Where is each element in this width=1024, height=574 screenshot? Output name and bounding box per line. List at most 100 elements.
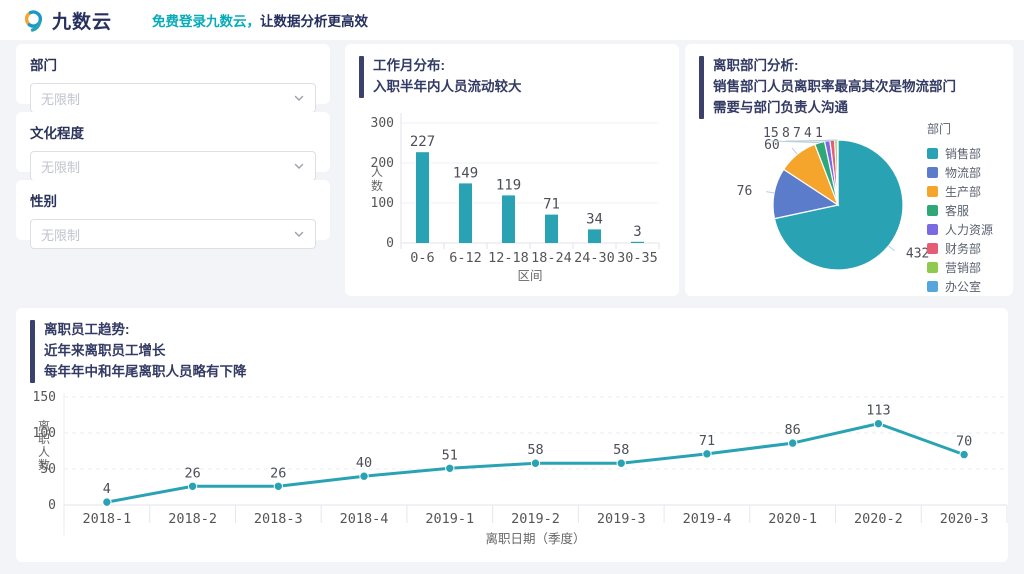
data-point[interactable]	[187, 481, 198, 491]
data-point[interactable]	[787, 438, 798, 448]
legend-swatch	[927, 243, 938, 254]
bar[interactable]	[631, 241, 644, 243]
point-value-label: 26	[270, 465, 286, 481]
pie-label-line	[766, 191, 775, 194]
pie-value-label: 7	[793, 126, 801, 141]
gender-select[interactable]: 无限制	[30, 219, 316, 249]
svg-text:50: 50	[40, 462, 56, 477]
bar-value-label: 149	[453, 165, 478, 181]
x-tick-label: 2019-2	[511, 511, 560, 527]
line-chart-canvas[interactable]: 0 50 100 150 离职人数 2018-1 2018-2 2018-3 2018-4 201…	[30, 378, 1008, 555]
bar[interactable]	[416, 152, 429, 243]
pie-chart-title-line3: 需要与部门负责人沟通	[713, 99, 848, 115]
bar-value-label: 3	[633, 224, 641, 240]
x-tick-label: 2019-3	[597, 511, 646, 527]
data-point[interactable]	[873, 418, 884, 429]
legend-item[interactable]: 财务部	[927, 239, 993, 258]
legend-item[interactable]: 营销部	[927, 258, 993, 277]
legend-swatch	[927, 281, 938, 292]
bar-value-label: 71	[543, 197, 560, 213]
data-point[interactable]	[273, 481, 284, 491]
bar[interactable]	[459, 183, 472, 243]
data-point[interactable]	[959, 449, 969, 460]
line-chart-title-line1: 离职员工趋势:	[44, 322, 130, 337]
pie-legend: 部门 销售部物流部生产部客服人力资源财务部营销部办公室	[927, 120, 993, 296]
education-select[interactable]: 无限制	[30, 151, 316, 181]
title-accent-bar	[699, 56, 704, 119]
legend-item[interactable]: 人力资源	[927, 220, 993, 239]
svg-text:150: 150	[33, 390, 56, 405]
legend-label: 客服	[945, 204, 970, 218]
data-point[interactable]	[359, 471, 369, 481]
legend-label: 营销部	[945, 261, 982, 275]
pie-chart-title-line1: 离职部门分析:	[713, 58, 799, 73]
point-value-label: 51	[442, 447, 458, 463]
filter-card-education: 文化程度 无限制	[16, 112, 330, 181]
title-accent-bar	[30, 320, 35, 383]
line-chart-title: 离职员工趋势: 近年来离职员工增长 每年年中和年尾离职人员略有下降	[16, 308, 1008, 383]
svg-text:300: 300	[371, 116, 394, 131]
data-point[interactable]	[702, 449, 712, 459]
data-point[interactable]	[530, 458, 541, 468]
svg-text:100: 100	[371, 196, 394, 211]
x-tick-label: 2018-4	[340, 511, 389, 527]
chevron-down-icon	[293, 160, 305, 172]
x-tick-label: 2020-2	[854, 511, 903, 527]
x-tick-label: 2018-1	[82, 511, 131, 527]
pie-value-label: 60	[764, 138, 780, 153]
legend-label: 物流部	[945, 166, 982, 180]
department-select[interactable]: 无限制	[30, 83, 316, 113]
line-chart-card: 离职员工趋势: 近年来离职员工增长 每年年中和年尾离职人员略有下降 0 50 100…	[16, 308, 1008, 562]
bar[interactable]	[502, 195, 515, 243]
filter-card-department: 部门 无限制	[16, 44, 330, 113]
filter-label-department: 部门	[30, 58, 57, 73]
point-value-label: 86	[785, 422, 801, 438]
legend-label: 人力资源	[945, 223, 994, 237]
legend-item[interactable]: 办公室	[927, 277, 993, 296]
logo-icon	[22, 8, 46, 32]
bar-chart-card: 工作月分布: 入职半年内人员流动较大 0 100 200 300 人数 227 0-6 149…	[345, 44, 679, 296]
data-point[interactable]	[102, 497, 112, 507]
svg-text:100: 100	[33, 426, 56, 441]
legend-swatch	[927, 224, 938, 235]
pie-value-label: 76	[737, 184, 753, 199]
pie-chart-canvas[interactable]: 432 76 60 15 8 7 4 1	[699, 124, 999, 297]
title-accent-bar	[359, 56, 364, 98]
legend-swatch	[927, 186, 938, 197]
bar-chart-svg: 0 100 200 300 人数 227 0-6 149 6-12 119 12-18 71 18-24…	[371, 113, 660, 283]
legend-item[interactable]: 客服	[927, 201, 993, 220]
bar-chart-canvas[interactable]: 0 100 200 300 人数 227 0-6 149 6-12 119 12-18 71 18-24…	[359, 100, 665, 287]
bar[interactable]	[588, 229, 601, 243]
pie-label-line	[791, 147, 798, 155]
app-logo[interactable]: 九数云	[22, 7, 112, 34]
x-tick-label: 18-24	[531, 250, 572, 266]
legend-item[interactable]: 销售部	[927, 144, 993, 163]
legend-label: 财务部	[945, 242, 982, 256]
point-value-label: 71	[699, 433, 715, 449]
data-point[interactable]	[616, 458, 626, 468]
x-axis-name: 区间	[517, 269, 542, 282]
x-tick-label: 30-35	[617, 250, 658, 266]
legend-label: 生产部	[945, 185, 982, 199]
data-point[interactable]	[445, 463, 455, 473]
pie-slice[interactable]	[836, 139, 839, 206]
header-promo-link[interactable]: 免费登录九数云，让数据分析更高效	[152, 10, 368, 30]
line-chart-svg: 0 50 100 150 离职人数 2018-1 2018-2 2018-3 2018-4 201…	[33, 390, 1008, 546]
pie-label-line	[818, 139, 838, 142]
bar[interactable]	[545, 214, 558, 243]
education-select-value: 无限制	[41, 159, 81, 175]
point-value-label: 58	[613, 442, 629, 458]
bar-chart-title-line2: 入职半年内人员流动较大	[373, 78, 522, 94]
legend-item[interactable]: 生产部	[927, 182, 993, 201]
legend-label: 办公室	[945, 280, 982, 294]
legend-swatch	[927, 262, 938, 273]
legend-item[interactable]: 物流部	[927, 163, 993, 182]
pie-legend-title: 部门	[927, 122, 952, 136]
svg-text:0: 0	[386, 236, 394, 251]
x-axis-name: 离职日期（季度）	[485, 531, 585, 546]
bar-value-label: 227	[410, 134, 435, 150]
legend-swatch	[927, 148, 938, 159]
legend-label: 销售部	[945, 147, 982, 161]
point-value-label: 58	[527, 442, 543, 458]
